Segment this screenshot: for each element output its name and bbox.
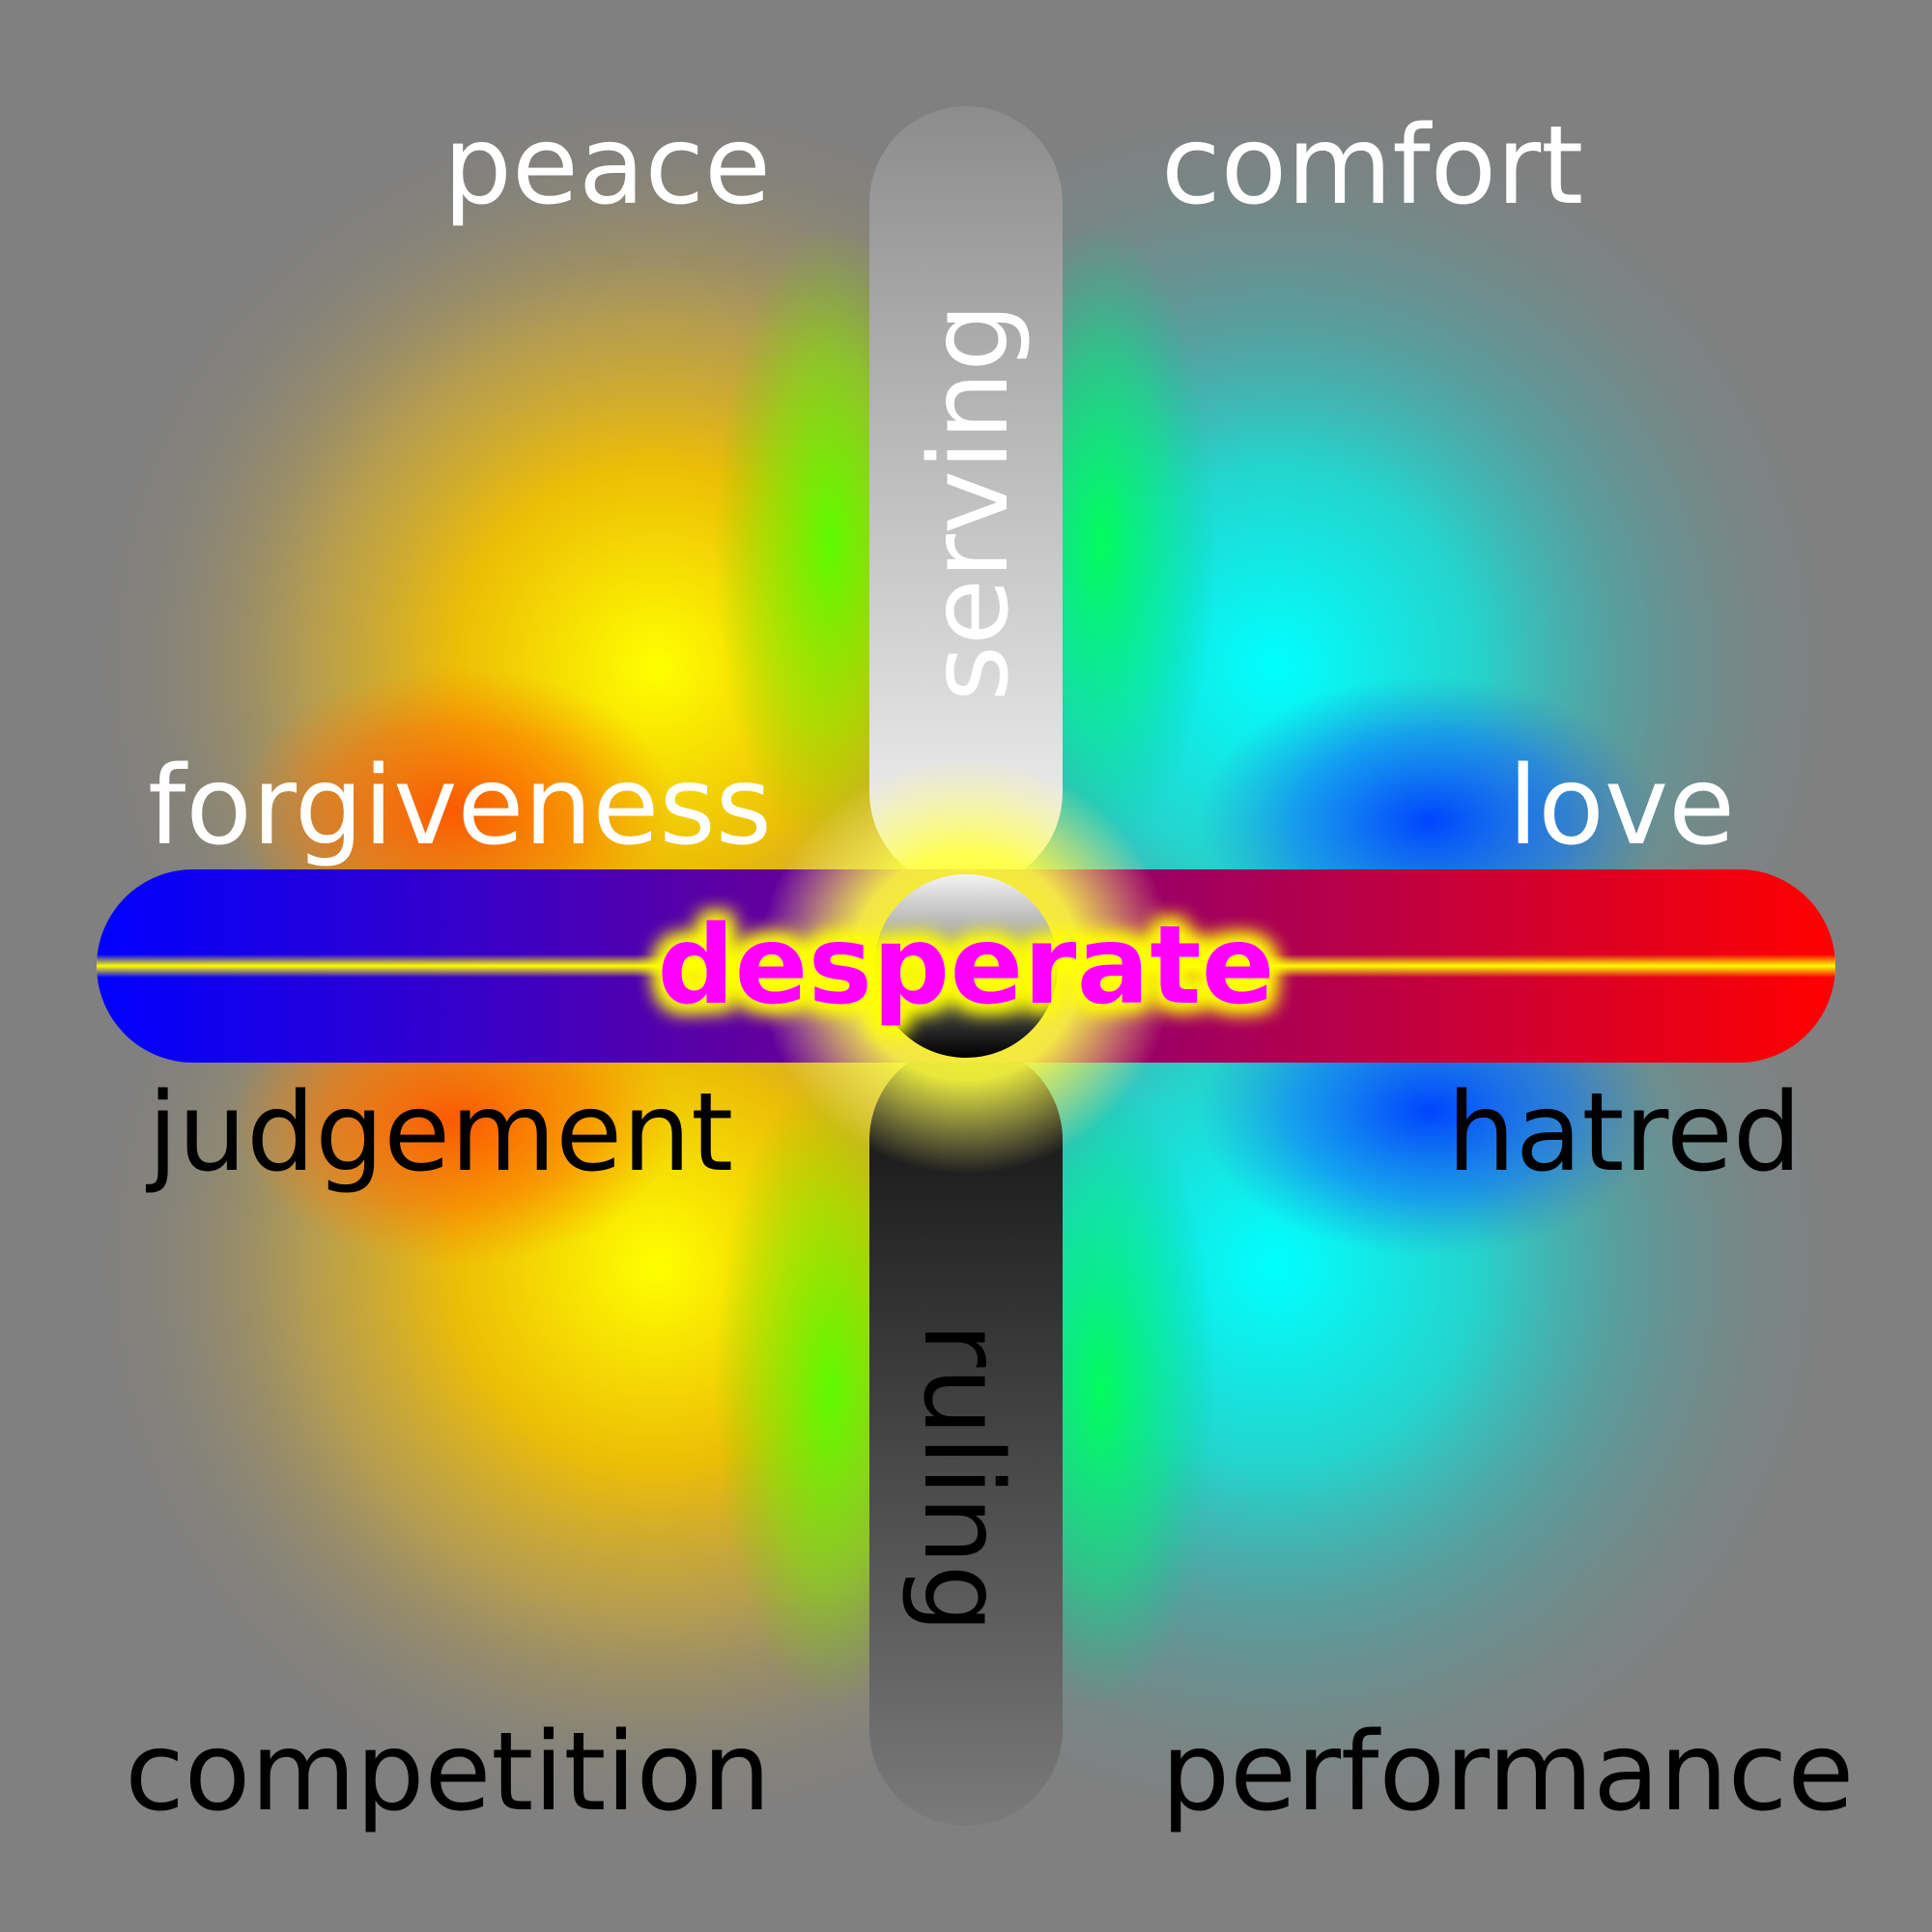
label-forgiveness: forgiveness	[148, 744, 772, 869]
ruling-axis-bar	[869, 1043, 1063, 1826]
label-love: love	[1508, 744, 1735, 869]
label-competition: competition	[125, 1710, 771, 1835]
label-judgement: judgement	[145, 1070, 733, 1196]
label-comfort: comfort	[1161, 103, 1583, 229]
serving-axis-bar	[869, 106, 1063, 889]
label-ruling: ruling	[899, 1322, 1025, 1633]
label-desperate: desperate	[657, 903, 1274, 1029]
label-hatred: hatred	[1447, 1070, 1802, 1196]
label-peace: peace	[443, 103, 771, 229]
label-performance: performance	[1161, 1710, 1854, 1835]
label-serving: serving	[907, 303, 1033, 702]
center-circle	[874, 874, 1058, 1058]
